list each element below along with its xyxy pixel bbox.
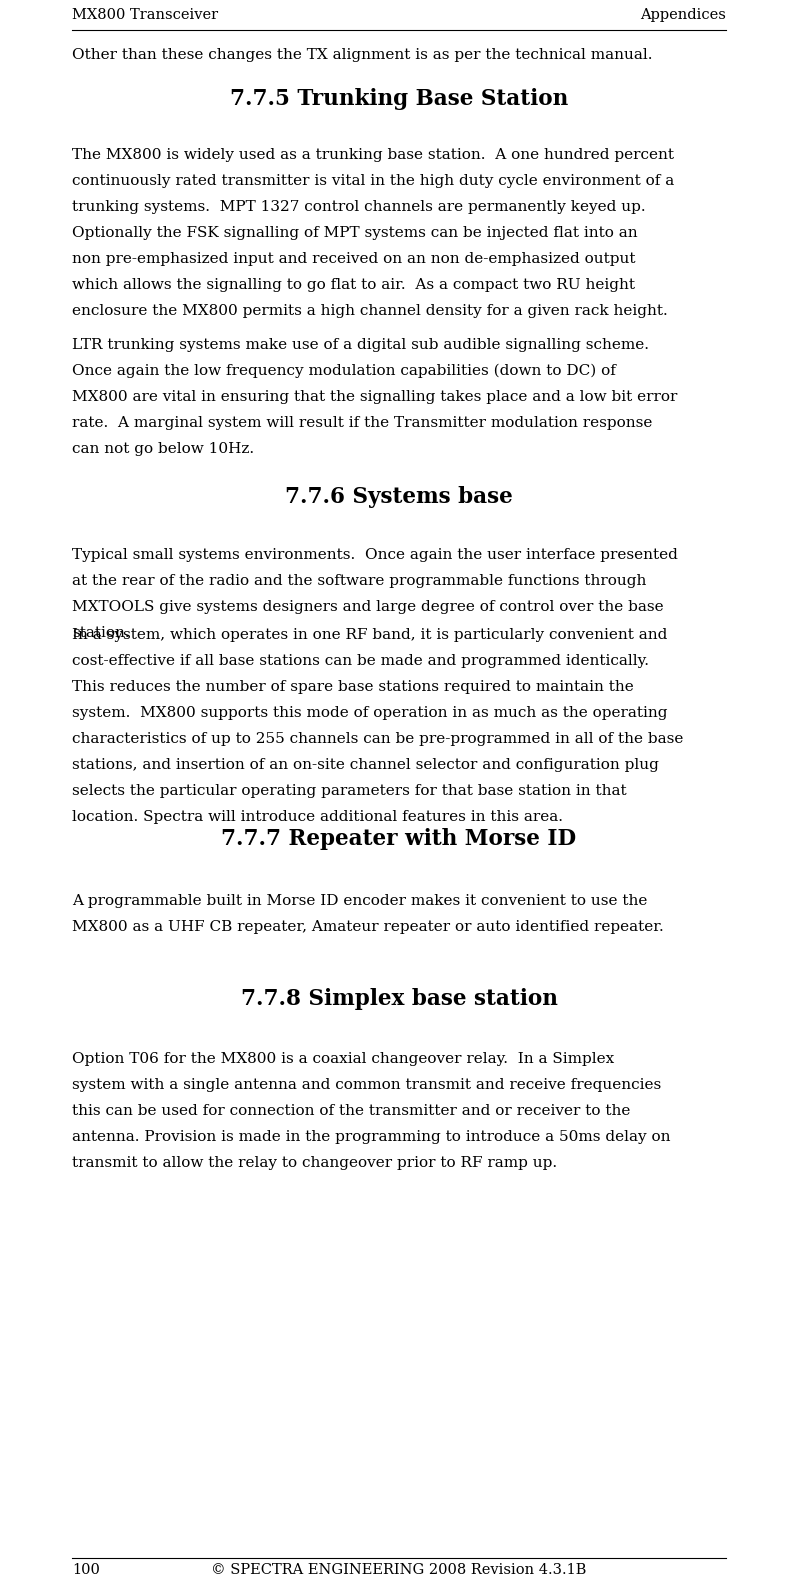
Text: system.  MX800 supports this mode of operation in as much as the operating: system. MX800 supports this mode of oper… <box>72 705 667 720</box>
Text: Optionally the FSK signalling of MPT systems can be injected flat into an: Optionally the FSK signalling of MPT sys… <box>72 227 638 239</box>
Text: rate.  A marginal system will result if the Transmitter modulation response: rate. A marginal system will result if t… <box>72 417 653 429</box>
Text: In a system, which operates in one RF band, it is particularly convenient and: In a system, which operates in one RF ba… <box>72 627 667 642</box>
Text: 100: 100 <box>72 1562 100 1577</box>
Text: stations, and insertion of an on-site channel selector and configuration plug: stations, and insertion of an on-site ch… <box>72 758 659 772</box>
Text: Appendices: Appendices <box>640 8 726 22</box>
Text: non pre-emphasized input and received on an non de-emphasized output: non pre-emphasized input and received on… <box>72 252 635 267</box>
Text: This reduces the number of spare base stations required to maintain the: This reduces the number of spare base st… <box>72 680 634 694</box>
Text: location. Spectra will introduce additional features in this area.: location. Spectra will introduce additio… <box>72 811 563 824</box>
Text: transmit to allow the relay to changeover prior to RF ramp up.: transmit to allow the relay to changeove… <box>72 1156 557 1170</box>
Text: which allows the signalling to go flat to air.  As a compact two RU height: which allows the signalling to go flat t… <box>72 278 635 292</box>
Text: continuously rated transmitter is vital in the high duty cycle environment of a: continuously rated transmitter is vital … <box>72 174 674 188</box>
Text: MX800 Transceiver: MX800 Transceiver <box>72 8 218 22</box>
Text: Other than these changes the TX alignment is as per the technical manual.: Other than these changes the TX alignmen… <box>72 48 653 62</box>
Text: Once again the low frequency modulation capabilities (down to DC) of: Once again the low frequency modulation … <box>72 364 616 378</box>
Text: MXTOOLS give systems designers and large degree of control over the base: MXTOOLS give systems designers and large… <box>72 600 664 614</box>
Text: MX800 are vital in ensuring that the signalling takes place and a low bit error: MX800 are vital in ensuring that the sig… <box>72 389 678 404</box>
Text: © SPECTRA ENGINEERING 2008 Revision 4.3.1B: © SPECTRA ENGINEERING 2008 Revision 4.3.… <box>211 1562 587 1577</box>
Text: station.: station. <box>72 626 129 640</box>
Text: 7.7.8 Simplex base station: 7.7.8 Simplex base station <box>240 988 558 1010</box>
Text: A programmable built in Morse ID encoder makes it convenient to use the: A programmable built in Morse ID encoder… <box>72 894 647 908</box>
Text: enclosure the MX800 permits a high channel density for a given rack height.: enclosure the MX800 permits a high chann… <box>72 303 668 318</box>
Text: 7.7.5 Trunking Base Station: 7.7.5 Trunking Base Station <box>230 88 568 110</box>
Text: antenna. Provision is made in the programming to introduce a 50ms delay on: antenna. Provision is made in the progra… <box>72 1130 670 1144</box>
Text: The MX800 is widely used as a trunking base station.  A one hundred percent: The MX800 is widely used as a trunking b… <box>72 148 674 163</box>
Text: trunking systems.  MPT 1327 control channels are permanently keyed up.: trunking systems. MPT 1327 control chann… <box>72 200 646 214</box>
Text: Option T06 for the MX800 is a coaxial changeover relay.  In a Simplex: Option T06 for the MX800 is a coaxial ch… <box>72 1052 614 1066</box>
Text: can not go below 10Hz.: can not go below 10Hz. <box>72 442 254 456</box>
Text: LTR trunking systems make use of a digital sub audible signalling scheme.: LTR trunking systems make use of a digit… <box>72 338 649 353</box>
Text: 7.7.7 Repeater with Morse ID: 7.7.7 Repeater with Morse ID <box>221 828 577 851</box>
Text: characteristics of up to 255 channels can be pre-programmed in all of the base: characteristics of up to 255 channels ca… <box>72 733 683 745</box>
Text: selects the particular operating parameters for that base station in that: selects the particular operating paramet… <box>72 784 626 798</box>
Text: this can be used for connection of the transmitter and or receiver to the: this can be used for connection of the t… <box>72 1104 630 1119</box>
Text: at the rear of the radio and the software programmable functions through: at the rear of the radio and the softwar… <box>72 575 646 587</box>
Text: MX800 as a UHF CB repeater, Amateur repeater or auto identified repeater.: MX800 as a UHF CB repeater, Amateur repe… <box>72 919 664 934</box>
Text: cost-effective if all base stations can be made and programmed identically.: cost-effective if all base stations can … <box>72 654 649 669</box>
Text: system with a single antenna and common transmit and receive frequencies: system with a single antenna and common … <box>72 1077 662 1092</box>
Text: 7.7.6 Systems base: 7.7.6 Systems base <box>285 487 513 508</box>
Text: Typical small systems environments.  Once again the user interface presented: Typical small systems environments. Once… <box>72 547 678 562</box>
